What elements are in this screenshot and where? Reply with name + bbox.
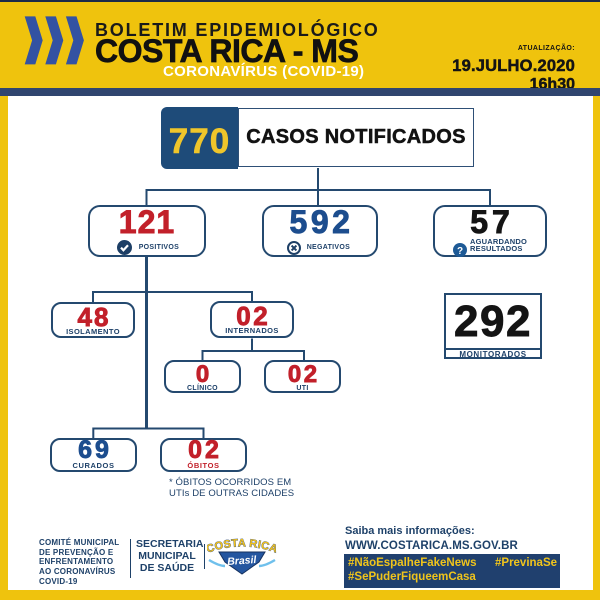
svg-text:?: ? [457,246,463,257]
svg-text:Brasil: Brasil [227,554,258,568]
